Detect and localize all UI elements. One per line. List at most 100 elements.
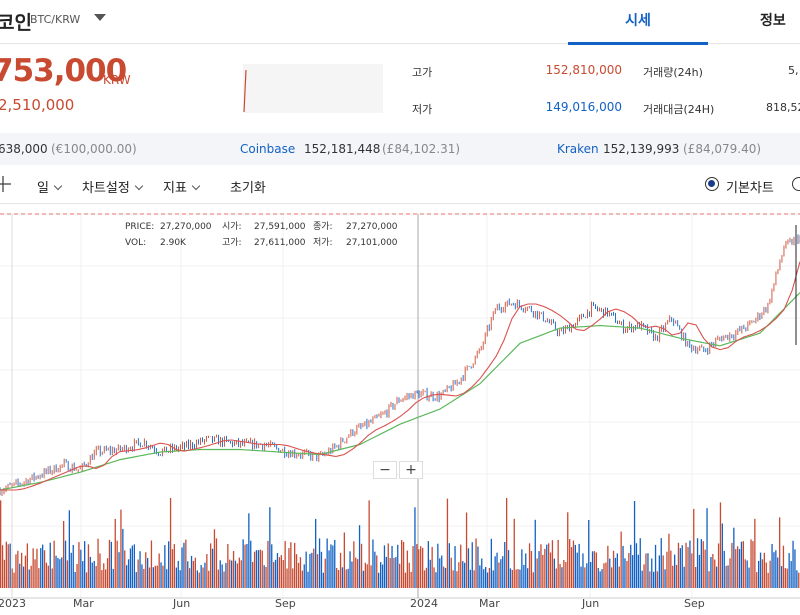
volume-bar xyxy=(414,507,416,588)
volume-bar xyxy=(80,549,82,588)
volume-bar xyxy=(353,541,355,588)
volume-bar xyxy=(116,540,118,588)
volume-bar xyxy=(259,549,261,588)
volume-bar xyxy=(435,572,437,588)
volume-bar xyxy=(154,565,156,588)
pair-dropdown-icon[interactable] xyxy=(94,14,106,21)
chart-settings-label: 차트설정 xyxy=(82,181,130,196)
zoom-in-button[interactable]: + xyxy=(399,461,423,479)
volume-bar xyxy=(271,544,273,588)
volume-bar xyxy=(120,509,122,588)
volume-bar xyxy=(158,553,160,588)
exchange-kraken-name[interactable]: Kraken xyxy=(557,142,599,156)
volume-bar xyxy=(374,551,376,588)
volume-bar xyxy=(64,540,67,588)
volume-bar xyxy=(297,562,300,588)
volume-bar xyxy=(488,568,491,588)
volume-bar xyxy=(473,570,475,588)
volume-bar xyxy=(15,554,17,588)
x-tick-label: 2024 xyxy=(410,597,438,610)
volume-bar xyxy=(723,550,725,588)
volume-bar xyxy=(255,550,258,588)
volume-bar xyxy=(475,538,477,588)
crosshair-icon[interactable] xyxy=(0,175,12,193)
volume-bar xyxy=(486,572,489,588)
volume-bar xyxy=(570,547,573,588)
price-chart[interactable]: PRICE: 27,270,000 시가: 27,591,000 종가: 27,… xyxy=(0,205,800,615)
exchange-coinbase-name[interactable]: Coinbase xyxy=(240,142,296,156)
volume-bar xyxy=(261,550,263,588)
volume-bar xyxy=(660,538,662,588)
low-label: 저가 xyxy=(412,103,433,116)
volume-bar xyxy=(540,544,542,588)
tooltip-price-label: PRICE: xyxy=(125,222,154,232)
volume-bar xyxy=(284,541,286,588)
volume-bar xyxy=(286,568,288,588)
volume-bar xyxy=(9,543,11,588)
period-select[interactable]: 일 xyxy=(37,177,63,196)
tooltip-open-label: 시가: xyxy=(222,221,242,232)
volume-bar xyxy=(265,567,267,588)
chart-settings-menu[interactable]: 차트설정 xyxy=(82,177,144,196)
volume-bar xyxy=(24,555,27,588)
chart-toolbar: 일 차트설정 지표 초기화 기본차트 xyxy=(0,166,800,204)
volume-bar xyxy=(406,550,408,588)
volume-bar xyxy=(156,565,158,588)
volume-bar xyxy=(339,552,342,588)
volume-bar xyxy=(3,559,6,588)
volume-bar xyxy=(175,567,177,588)
volume-bar xyxy=(651,558,653,588)
volume-bar xyxy=(169,498,172,588)
volume-bar xyxy=(586,563,588,588)
tooltip-price-value: 27,270,000 xyxy=(160,222,212,232)
volume-bar xyxy=(490,538,492,588)
volume-bar xyxy=(38,568,40,588)
volume-bar xyxy=(523,564,525,588)
volume-bar xyxy=(656,571,659,588)
other-chart-radio[interactable] xyxy=(792,177,800,191)
volume-bar xyxy=(402,541,405,588)
volume-bar xyxy=(647,553,649,588)
volume-bar xyxy=(257,550,260,588)
amount-value: 818,52 xyxy=(766,101,800,114)
volume-bar xyxy=(198,572,200,588)
volume-bar xyxy=(223,571,225,588)
volume-bar xyxy=(358,525,361,588)
volume-bar xyxy=(546,544,548,588)
price-change: 2,510,000 xyxy=(0,96,75,114)
tab-quote[interactable]: 시세 xyxy=(568,0,708,45)
volume-bar xyxy=(87,544,90,588)
volume-bar xyxy=(301,570,303,588)
volume-bar xyxy=(765,562,767,588)
volume-bar xyxy=(139,551,141,588)
basic-chart-radio[interactable] xyxy=(705,177,719,191)
volume-bar xyxy=(423,570,426,588)
volume-bar xyxy=(681,545,683,588)
volume-label: 거래량(24h) xyxy=(643,66,703,79)
coin-title: 코인 xyxy=(0,12,32,34)
volume-bar xyxy=(481,558,483,588)
volume-bar xyxy=(294,542,296,588)
volume-bar xyxy=(773,552,775,588)
volume-bar xyxy=(345,569,347,588)
volume-bar xyxy=(494,556,496,588)
volume-bar xyxy=(274,559,277,588)
reset-button[interactable]: 초기화 xyxy=(230,181,266,196)
tab-info[interactable]: 정보 xyxy=(760,13,786,29)
volume-bar xyxy=(693,508,695,588)
volume-bar xyxy=(737,546,739,588)
tooltip-high-label: 고가: xyxy=(222,237,242,248)
volume-bar xyxy=(162,565,164,588)
volume-bar xyxy=(55,555,57,588)
zoom-out-button[interactable]: − xyxy=(373,461,397,479)
volume-bar xyxy=(609,558,611,588)
volume-bar xyxy=(754,518,756,588)
volume-bar xyxy=(355,557,357,588)
coin-header: 코인 BTC/KRW 시세 정보 xyxy=(0,0,800,45)
volume-bar xyxy=(683,566,685,588)
exchange-coinbase-price: 152,181,448 xyxy=(304,142,381,156)
indicator-menu[interactable]: 지표 xyxy=(163,177,201,196)
volume-bar xyxy=(7,544,9,588)
volume-bar xyxy=(168,541,170,588)
volume-bar xyxy=(227,544,229,588)
